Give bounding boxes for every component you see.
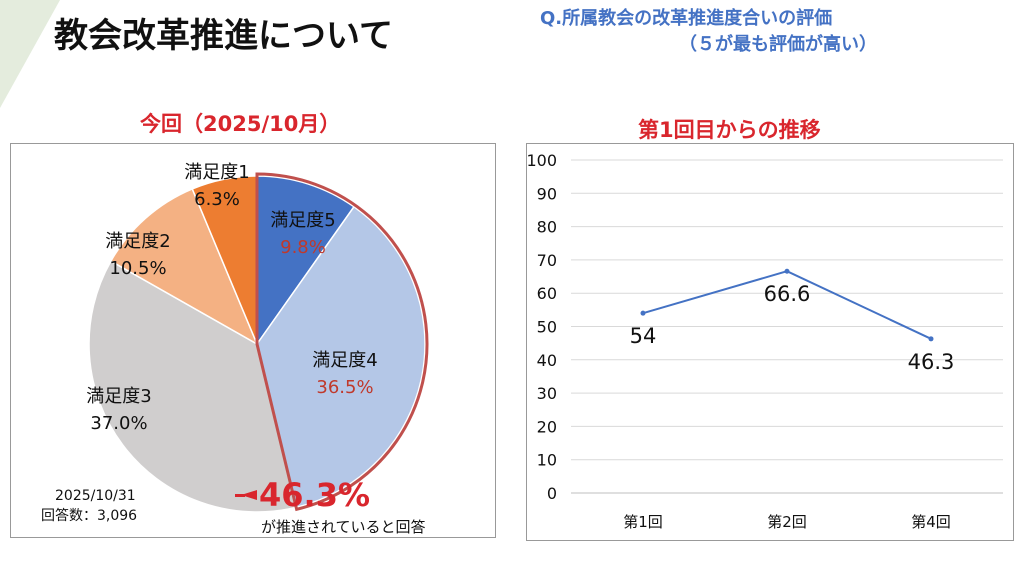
y-tick-label: 90: [537, 184, 557, 203]
x-tick-label: 第2回: [767, 513, 807, 531]
pie-panel-title: 今回（2025/10月）: [140, 112, 341, 136]
pie-slice-label: 満足度2: [105, 231, 170, 252]
y-tick-label: 100: [527, 151, 557, 170]
y-tick-label: 60: [537, 284, 557, 303]
pie-highlight-outline: [255, 172, 429, 512]
pie-slice-満足度2: [109, 187, 259, 346]
x-tick-label: 第1回: [623, 513, 663, 531]
y-tick-label: 30: [537, 384, 557, 403]
x-tick-label: 第4回: [911, 513, 951, 531]
slide-title: 教会改革推進について: [54, 16, 393, 56]
pie-slice-label: 満足度5: [270, 210, 335, 231]
data-label: 46.3: [908, 350, 955, 374]
highlight-percentage: 46.3%: [259, 476, 370, 514]
question-line-2: （５が最も評価が高い）: [679, 34, 877, 55]
pie-slice-value: 9.8%: [280, 237, 326, 258]
highlight-arrow-icon: [241, 490, 257, 500]
data-point: [928, 336, 934, 342]
y-tick-label: 10: [537, 451, 557, 470]
pie-slice-label: 満足度4: [312, 350, 377, 371]
question-line-1: Q.所属教会の改革推進度合いの評価: [540, 8, 833, 29]
pie-slice-label: 満足度1: [184, 162, 249, 183]
line-chart-panel: 0 10 20 30 40 50 60 70 80 90 100 第1回 第2回 第4回 54 66.6 4…: [526, 143, 1014, 541]
data-point: [640, 310, 646, 316]
data-point: [784, 268, 790, 274]
y-tick-label: 80: [537, 218, 557, 237]
data-label: 54: [630, 324, 657, 348]
pie-slice-value: 37.0%: [90, 413, 147, 434]
pie-slice-value: 36.5%: [316, 377, 373, 398]
survey-date: 2025/10/31: [55, 488, 136, 504]
pie-slice-value: 6.3%: [194, 189, 240, 210]
highlight-caption: が推進されていると回答: [261, 518, 426, 536]
y-tick-label: 0: [547, 484, 557, 503]
pie-slice-value: 10.5%: [109, 258, 166, 279]
data-label: 66.6: [764, 282, 811, 306]
pie-slice-満足度5: [256, 175, 355, 347]
pie-slice-満足度3: [88, 260, 298, 513]
line-chart: 0 10 20 30 40 50 60 70 80 90 100 第1回 第2回 第4回 54 66.6 4…: [526, 151, 1003, 531]
y-tick-label: 40: [537, 351, 557, 370]
pie-slice-満足度4: [256, 205, 426, 509]
highlight-arrow-tail: [235, 494, 245, 497]
survey-meta: 2025/10/31 回答数：3,096: [41, 486, 137, 526]
y-tick-label: 70: [537, 251, 557, 270]
pie-slice-label: 満足度3: [86, 386, 151, 407]
line-panel-title: 第1回目からの推移: [638, 118, 821, 142]
y-tick-label: 20: [537, 417, 557, 436]
respondent-count: 回答数：3,096: [41, 508, 138, 524]
y-tick-label: 50: [537, 318, 557, 337]
question-text: Q.所属教会の改革推進度合いの評価 （５が最も評価が高い）: [540, 6, 960, 58]
pie-chart: 満足度5 9.8% 満足度4 36.5% 満足度3 37.0% 満足度2 10.5% 満足度1 6…: [86, 162, 429, 536]
pie-chart-panel: 満足度5 9.8% 満足度4 36.5% 満足度3 37.0% 満足度2 10.5% 満足度1 6…: [10, 143, 496, 538]
corner-decoration: [0, 0, 60, 108]
